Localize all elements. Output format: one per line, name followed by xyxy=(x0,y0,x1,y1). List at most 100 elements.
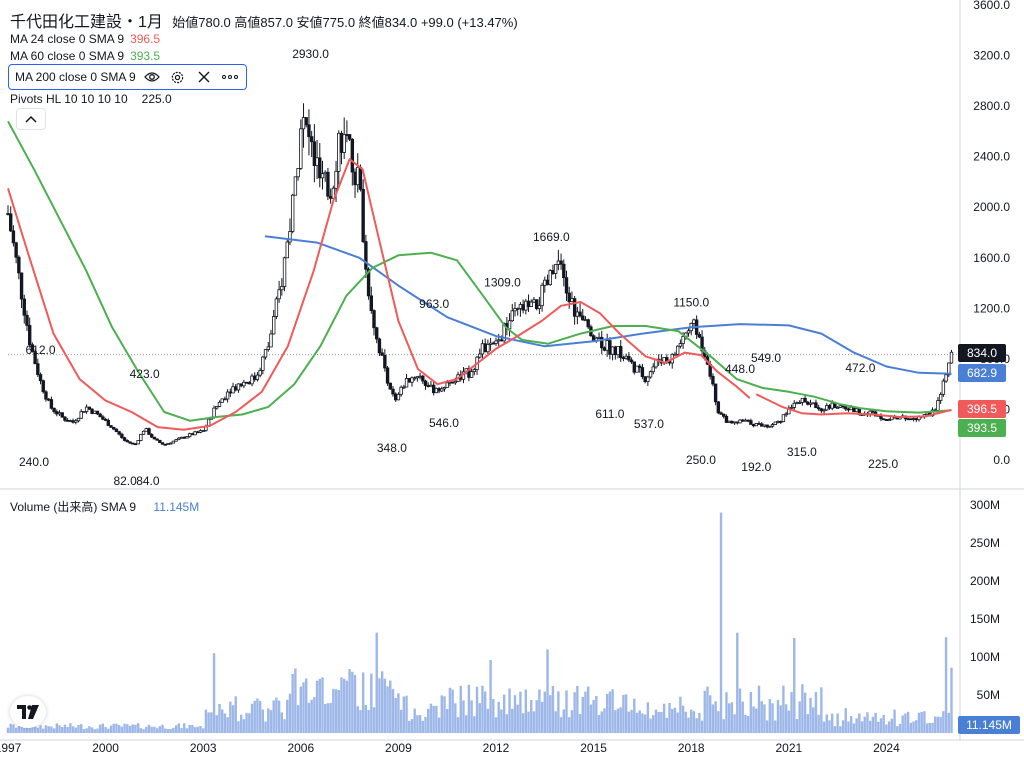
price-tick-label: 2000.0 xyxy=(973,200,1010,214)
candle-up xyxy=(139,433,143,441)
price-axis[interactable]: 3600.0 3200.0 2800.0 2400.0 2000.0 1600.0 1200… xyxy=(973,0,1010,467)
volume-bar xyxy=(855,718,858,733)
candle-down xyxy=(380,352,384,356)
candle-up xyxy=(548,270,552,286)
candle-down xyxy=(228,391,233,394)
candle-down xyxy=(9,213,13,232)
volume-bar xyxy=(310,699,313,733)
pivot-label: 963.0 xyxy=(419,297,449,311)
candle-down xyxy=(909,418,913,421)
volume-axis[interactable]: 300M 250M 200M 150M 100M 50M xyxy=(970,498,1000,702)
volume-bar xyxy=(351,671,354,733)
candle-up xyxy=(356,166,360,186)
volume-bar xyxy=(565,690,568,733)
volume-bar xyxy=(725,692,728,733)
volume-bar xyxy=(652,715,655,733)
candle-up xyxy=(412,377,417,380)
candle-down xyxy=(564,277,569,294)
collapse-legend-button[interactable] xyxy=(16,108,46,130)
time-tick-label: 2000 xyxy=(92,741,119,755)
candle-up xyxy=(271,316,276,335)
candle-up xyxy=(532,299,536,303)
candle-up xyxy=(440,388,444,392)
candle-up xyxy=(732,421,737,424)
candle-up xyxy=(513,308,517,312)
pivot-label: 611.0 xyxy=(595,407,624,421)
gear-icon[interactable] xyxy=(168,68,188,86)
more-icon[interactable] xyxy=(220,68,240,86)
volume-bar xyxy=(814,691,818,733)
volume-bar xyxy=(795,719,799,733)
pivot-label: 423.0 xyxy=(130,367,160,381)
candle-up xyxy=(624,355,628,359)
ohlc-readout: 始値780.0 高値857.0 安値775.0 終値834.0 +99.0 (+… xyxy=(172,15,518,30)
legend-volume[interactable]: Volume (出来高) SMA 9 11.145M xyxy=(10,498,199,515)
candle-down xyxy=(643,376,647,383)
candle-down xyxy=(697,334,702,338)
time-tick-label: 2006 xyxy=(287,741,314,755)
volume-bar xyxy=(765,720,769,733)
volume-bar xyxy=(286,699,289,733)
volume-bar xyxy=(505,714,509,733)
pivot-label: 472.0 xyxy=(845,361,875,375)
volume-bar xyxy=(245,712,248,733)
candle-down xyxy=(304,117,308,126)
symbol-title[interactable]: 千代田化工建設・1月 xyxy=(10,14,163,31)
candle-down xyxy=(361,188,365,243)
volume-bar xyxy=(749,692,753,733)
time-axis[interactable]: 1997 2000 2003 2006 2009 2012 2015 2018 2021 2024 xyxy=(0,741,900,755)
volume-bar xyxy=(627,711,631,733)
volume-bar xyxy=(774,720,777,733)
volume-bar xyxy=(161,724,164,733)
volume-bar xyxy=(42,728,45,733)
candle-down xyxy=(155,438,159,441)
tradingview-logo-icon[interactable] xyxy=(10,696,46,728)
candle-up xyxy=(434,388,439,394)
candle-down xyxy=(60,412,64,418)
candle-up xyxy=(136,440,140,445)
volume-bar xyxy=(234,696,237,733)
volume-bar xyxy=(920,711,923,733)
volume-bar xyxy=(611,689,614,733)
volume-bar xyxy=(256,698,259,733)
volume-bar xyxy=(489,660,492,733)
legend-ma60[interactable]: MA 60 close 0 SMA 9 393.5 xyxy=(10,49,160,63)
volume-bar xyxy=(600,711,603,733)
candle-down xyxy=(375,327,379,340)
candle-up xyxy=(193,431,197,436)
candle-down xyxy=(713,383,718,403)
legend-pivots[interactable]: Pivots HL 10 10 10 10 225.0 xyxy=(10,92,172,106)
candle-up xyxy=(605,340,609,351)
volume-bar xyxy=(424,716,427,733)
candle-down xyxy=(307,124,311,138)
volume-bar xyxy=(885,724,888,733)
candle-down xyxy=(353,171,357,186)
volume-bar xyxy=(478,703,481,733)
eye-icon[interactable] xyxy=(142,68,162,86)
volume-bar xyxy=(698,712,701,733)
close-icon[interactable] xyxy=(194,68,214,86)
volume-bar xyxy=(950,667,953,733)
volume-bar xyxy=(917,712,921,733)
candle-up xyxy=(93,410,97,414)
volume-bar xyxy=(893,709,896,733)
volume-bar xyxy=(573,692,576,733)
candle-up xyxy=(418,375,422,378)
volume-bar xyxy=(500,709,503,733)
candle-up xyxy=(166,443,170,445)
price-tick-label: 1600.0 xyxy=(973,251,1010,265)
volume-bar xyxy=(822,721,826,733)
candle-down xyxy=(816,407,821,410)
volume-bar xyxy=(166,729,170,733)
volume-bar xyxy=(250,703,254,733)
legend-ma24[interactable]: MA 24 close 0 SMA 9 396.5 xyxy=(10,32,160,46)
candle-up xyxy=(274,298,279,317)
candle-up xyxy=(646,376,650,383)
volume-bar xyxy=(787,710,791,733)
volume-bar xyxy=(467,684,471,733)
volume-bar xyxy=(730,702,734,733)
volume-bar xyxy=(483,691,487,733)
legend-ma200[interactable]: MA 200 close 0 SMA 9 xyxy=(8,64,247,90)
candle-up xyxy=(74,420,78,423)
